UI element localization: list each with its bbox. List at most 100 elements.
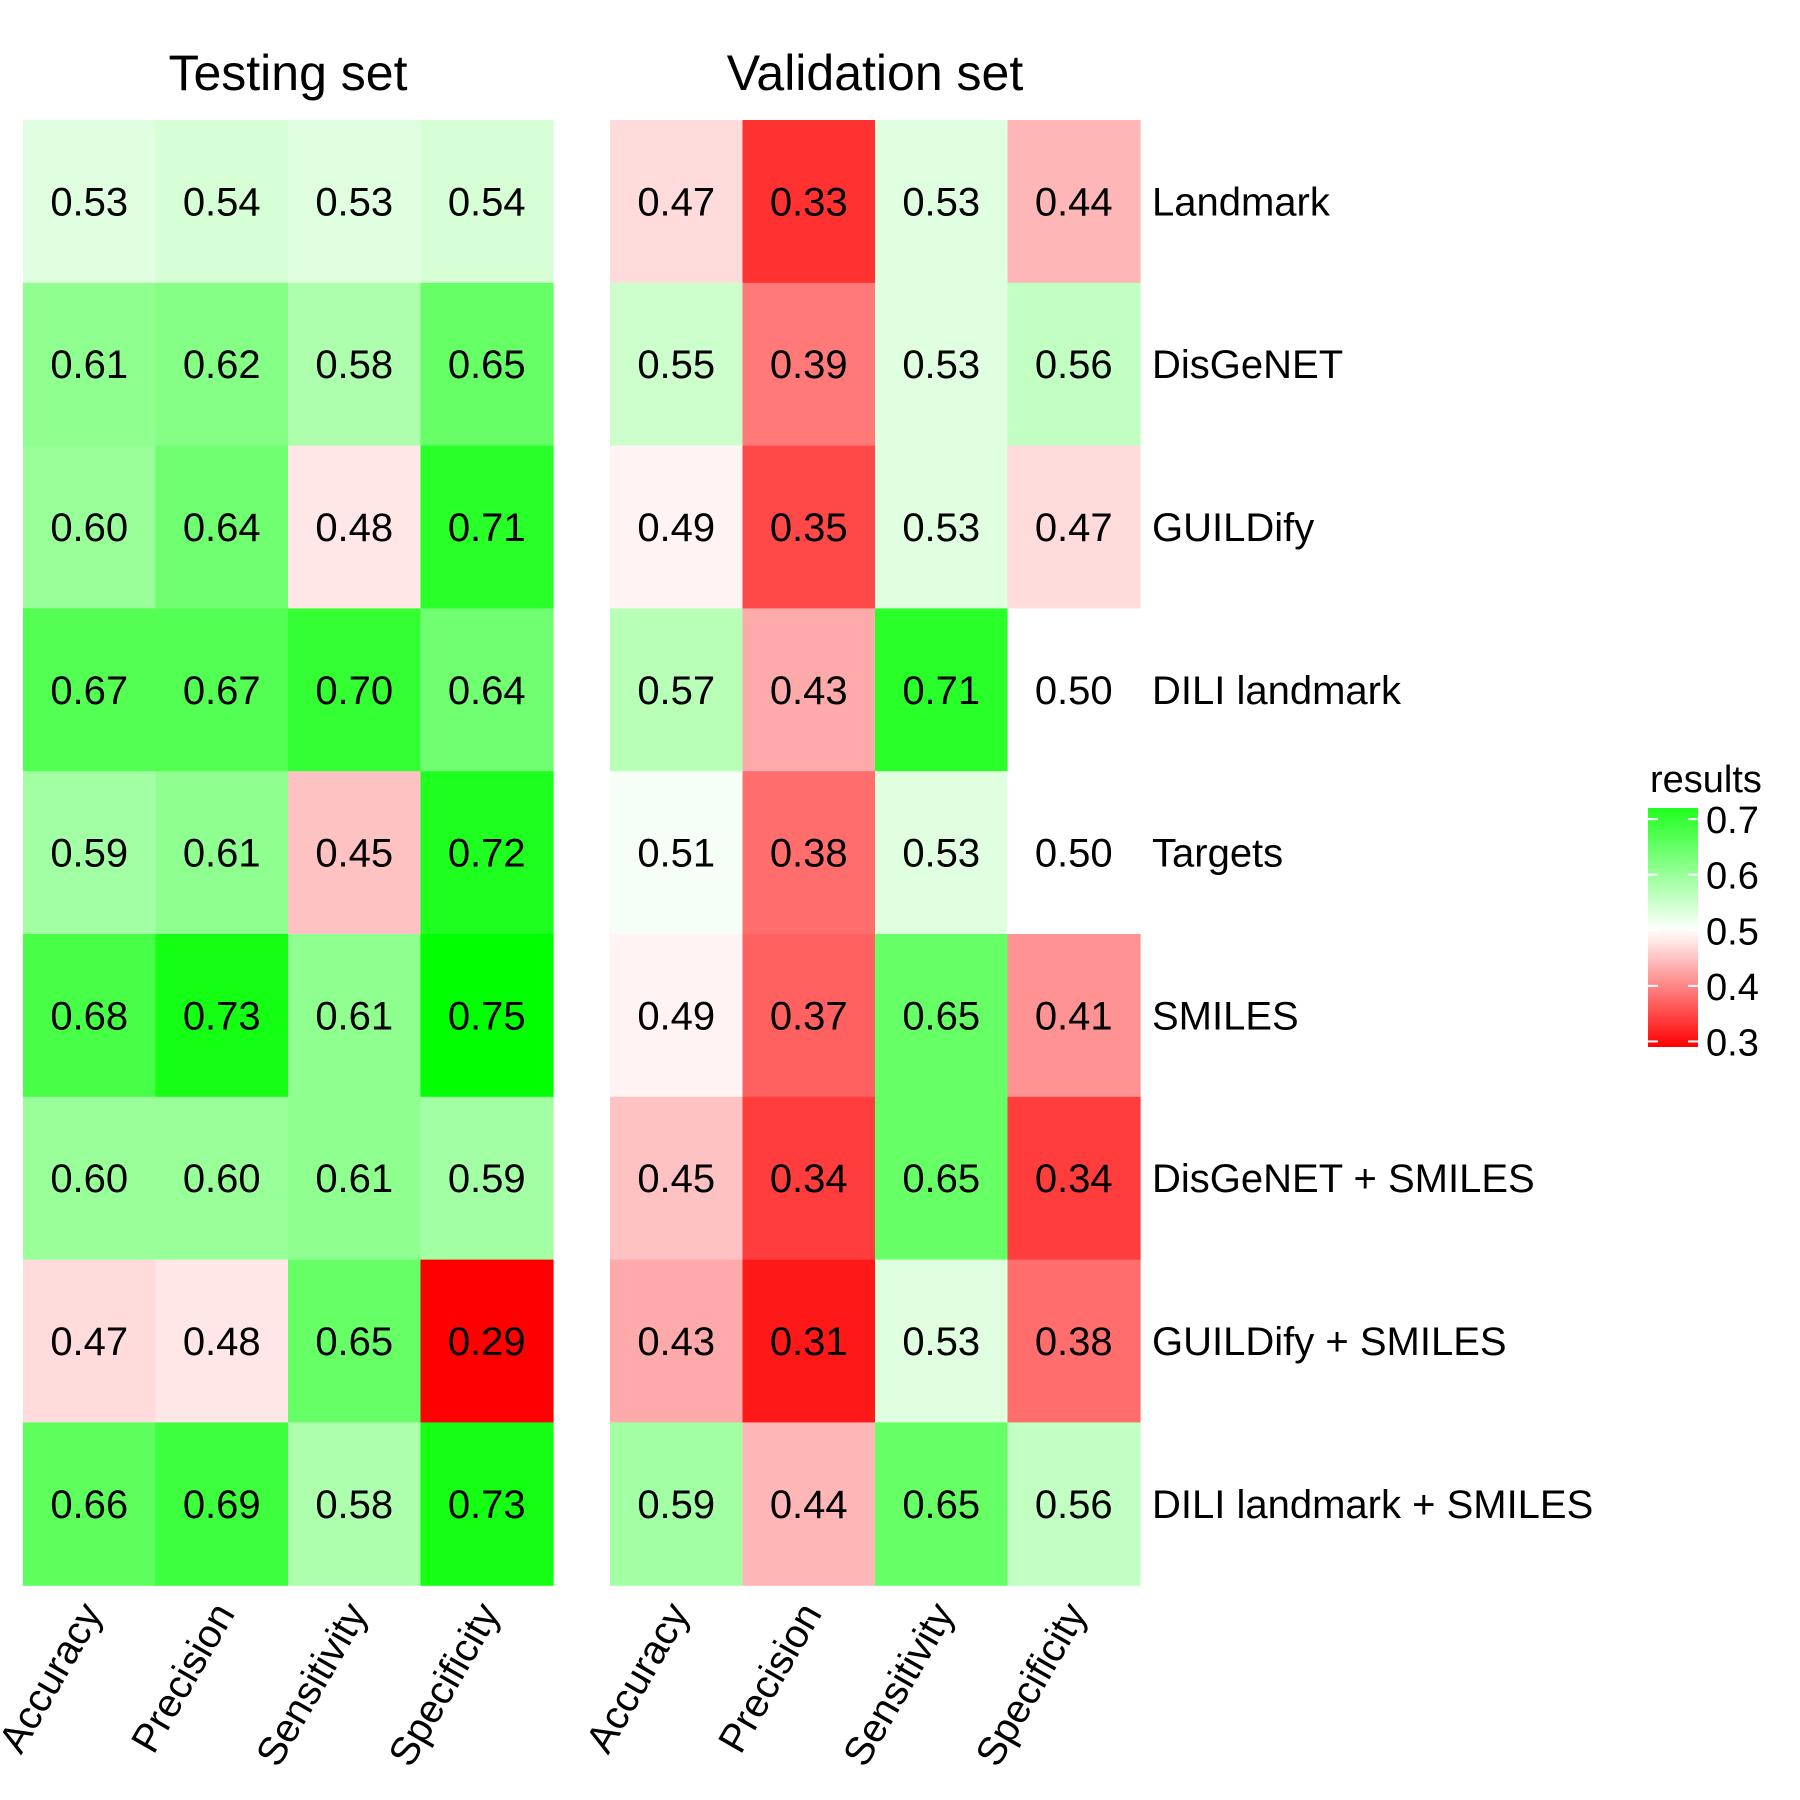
cell-value-label: 0.44: [770, 1483, 848, 1527]
cell-value-label: 0.73: [448, 1483, 526, 1527]
heatmap-cell: [742, 608, 876, 772]
cell-value-label: 0.72: [448, 832, 526, 876]
heatmap-cell: [420, 608, 554, 772]
heatmap-cell: [742, 934, 876, 1098]
row-tick-label: DisGeNET + SMILES: [1152, 1157, 1535, 1201]
heatmap-cell: [742, 120, 876, 284]
heatmap-cell: [875, 1096, 1009, 1261]
cell-value-label: 0.33: [770, 180, 848, 224]
heatmap-cell: [155, 934, 289, 1098]
heatmap-cell: [610, 445, 744, 609]
cell-value-label: 0.50: [1035, 832, 1113, 876]
heatmap-cell: [875, 934, 1009, 1098]
heatmap-cell: [875, 608, 1009, 772]
cell-value-label: 0.60: [50, 1157, 128, 1201]
row-tick-label: Targets: [1152, 832, 1283, 876]
heatmap-cell: [742, 445, 876, 609]
cell-value-label: 0.59: [637, 1483, 715, 1527]
heatmap-cell: [288, 282, 422, 447]
cell-value-label: 0.69: [183, 1483, 261, 1527]
cell-value-label: 0.41: [1035, 994, 1113, 1038]
cell-value-label: 0.53: [50, 180, 128, 224]
heatmap-cell: [610, 282, 744, 447]
cell-value-label: 0.71: [902, 669, 980, 713]
heatmap-cell: [1007, 771, 1141, 935]
heatmap-cell: [875, 1259, 1009, 1423]
heatmap-cell: [155, 1259, 289, 1423]
cell-value-label: 0.58: [315, 1483, 393, 1527]
cell-value-label: 0.62: [183, 343, 261, 387]
cell-value-label: 0.54: [183, 180, 261, 224]
heatmap-cell: [155, 120, 289, 284]
cell-value-label: 0.47: [637, 180, 715, 224]
heatmap-cell: [23, 934, 157, 1098]
legend-tick-label: 0.4: [1706, 967, 1759, 1009]
heatmap-cell: [155, 1422, 289, 1586]
heatmap-cell: [420, 282, 554, 447]
heatmap-cell: [288, 120, 422, 284]
panel-testing: Testing set 0.53 0.54 0.53 0.54 0.61 0.62 0.58 0…: [0, 45, 554, 1774]
heatmap-cell: [875, 771, 1009, 935]
cell-value-label: 0.60: [50, 506, 128, 550]
row-tick-label: SMILES: [1152, 994, 1299, 1038]
cell-value-label: 0.48: [183, 1320, 261, 1364]
legend-tick-label: 0.5: [1706, 911, 1759, 953]
cell-value-label: 0.60: [183, 1157, 261, 1201]
heatmap-cell: [420, 1096, 554, 1261]
cell-value-label: 0.53: [902, 343, 980, 387]
cell-value-label: 0.61: [183, 832, 261, 876]
heatmap-cell: [288, 608, 422, 772]
heatmap-cell: [875, 282, 1009, 447]
cell-value-label: 0.65: [448, 343, 526, 387]
cell-value-label: 0.65: [902, 994, 980, 1038]
heatmap-cell: [1007, 1096, 1141, 1261]
cell-value-label: 0.65: [902, 1157, 980, 1201]
cell-value-label: 0.37: [770, 994, 848, 1038]
column-tick-label: Specificity: [380, 1596, 508, 1774]
column-tick-label: Precision: [710, 1596, 830, 1760]
heatmap-cell: [23, 120, 157, 284]
row-tick-label: DisGeNET: [1152, 343, 1343, 387]
heatmap-cell: [610, 1422, 744, 1586]
cell-value-label: 0.44: [1035, 180, 1113, 224]
cell-value-label: 0.50: [1035, 669, 1113, 713]
heatmap-cell: [288, 1422, 422, 1586]
column-tick-label: Sensitivity: [248, 1596, 376, 1774]
cell-value-label: 0.53: [902, 180, 980, 224]
row-labels: Landmark DisGeNET GUILDify DILI landmark Tar…: [1152, 180, 1593, 1526]
cell-value-label: 0.54: [448, 180, 526, 224]
heatmap-cell: [610, 1259, 744, 1423]
heatmap-cell: [742, 771, 876, 935]
heatmap-cell: [23, 771, 157, 935]
cell-value-label: 0.75: [448, 994, 526, 1038]
cell-value-label: 0.49: [637, 506, 715, 550]
heatmap-cell: [1007, 934, 1141, 1098]
heatmap-cell: [1007, 1422, 1141, 1586]
heatmap-cell: [1007, 608, 1141, 772]
cell-value-label: 0.38: [770, 832, 848, 876]
cell-value-label: 0.61: [315, 994, 393, 1038]
cell-value-label: 0.48: [315, 506, 393, 550]
heatmap-cell: [420, 445, 554, 609]
cell-value-label: 0.47: [50, 1320, 128, 1364]
cell-value-label: 0.34: [1035, 1157, 1113, 1201]
panel-title: Testing set: [168, 45, 407, 101]
legend-tick-label: 0.7: [1706, 800, 1759, 842]
heatmap-cell: [1007, 445, 1141, 609]
heatmap-cell: [155, 1096, 289, 1261]
row-tick-label: GUILDify: [1152, 506, 1314, 550]
column-tick-label: Sensitivity: [835, 1596, 963, 1774]
cell-value-label: 0.73: [183, 994, 261, 1038]
heatmap-cell: [23, 608, 157, 772]
cell-value-label: 0.67: [183, 669, 261, 713]
cell-value-label: 0.39: [770, 343, 848, 387]
heatmap-cell: [610, 120, 744, 284]
cell-value-label: 0.61: [50, 343, 128, 387]
legend-title: results: [1650, 759, 1762, 801]
heatmap-cell: [23, 282, 157, 447]
row-tick-label: Landmark: [1152, 180, 1331, 224]
legend-tick-label: 0.3: [1706, 1022, 1759, 1064]
heatmap-cell: [288, 771, 422, 935]
heatmap-cell: [155, 282, 289, 447]
